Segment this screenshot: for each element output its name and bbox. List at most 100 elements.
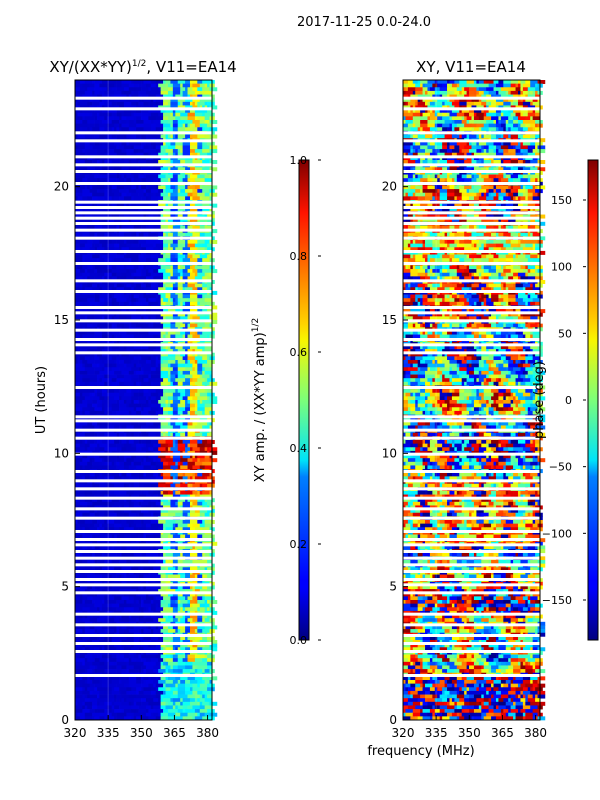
heatmap-cell: [141, 410, 149, 415]
heatmap-cell: [172, 316, 181, 321]
heatmap-cell: [143, 265, 147, 270]
heatmap-cell: [172, 287, 179, 292]
heatmap-cell: [158, 625, 164, 630]
heatmap-cell: [204, 498, 208, 503]
heatmap-cell: [77, 141, 86, 146]
heatmap-cell: [150, 218, 154, 223]
heatmap-cell: [82, 232, 88, 237]
heatmap-cell: [197, 552, 203, 557]
heatmap-cell: [207, 378, 215, 383]
heatmap-cell: [197, 443, 206, 448]
heatmap-cell: [155, 476, 164, 481]
heatmap-cell: [180, 680, 186, 684]
heatmap-cell: [185, 196, 191, 201]
heatmap-cell: [167, 218, 174, 223]
heatmap-cell: [128, 501, 132, 506]
heatmap-cell: [209, 316, 218, 321]
heatmap-cell: [204, 370, 213, 375]
heatmap-cell: [119, 127, 122, 132]
heatmap-cell: [94, 298, 100, 303]
heatmap-cell: [131, 432, 135, 437]
heatmap-cell: [143, 392, 149, 397]
heatmap-cell: [128, 334, 135, 339]
heatmap-cell: [172, 654, 179, 659]
heatmap-cell: [148, 643, 152, 648]
heatmap-cell: [182, 472, 186, 477]
heatmap-cell: [170, 454, 174, 459]
heatmap-cell: [209, 447, 218, 452]
heatmap-cell: [155, 83, 159, 88]
heatmap-cell: [192, 560, 201, 564]
heatmap-cell: [87, 334, 95, 339]
heatmap-cell: [92, 185, 100, 190]
heatmap-cell: [180, 640, 183, 644]
heatmap-cell: [123, 101, 127, 106]
heatmap-cell: [143, 687, 152, 692]
heatmap-cell: [99, 214, 108, 219]
heatmap-cell: [92, 407, 95, 412]
heatmap-cell: [101, 552, 105, 557]
heatmap-cell: [123, 698, 127, 703]
heatmap-cell: [163, 94, 171, 99]
heatmap-cell: [192, 483, 201, 488]
heatmap-cell: [185, 607, 193, 612]
heatmap-cell: [165, 127, 174, 132]
heatmap-cell: [170, 585, 179, 590]
heatmap-cell: [123, 294, 130, 299]
heatmap-cell: [84, 585, 88, 590]
heatmap-cell: [160, 330, 166, 335]
heatmap-cell: [126, 396, 132, 401]
heatmap-cell: [106, 316, 110, 321]
heatmap-cell: [197, 218, 201, 223]
heatmap-cell: [133, 272, 142, 277]
heatmap-cell: [165, 443, 169, 448]
heatmap-cell: [202, 370, 206, 375]
heatmap-cell: [126, 316, 132, 321]
heatmap-cell: [199, 683, 208, 688]
heatmap-cell: [101, 378, 110, 383]
heatmap-cell: [153, 392, 159, 397]
heatmap-cell: [126, 134, 130, 139]
heatmap-cell: [84, 705, 88, 710]
heatmap-cell: [133, 683, 142, 688]
heatmap-cell: [136, 560, 142, 564]
heatmap-cell: [155, 80, 164, 84]
heatmap-cell: [177, 683, 186, 688]
heatmap-cell: [182, 461, 188, 466]
heatmap-cell: [189, 640, 193, 644]
heatmap-cell: [204, 240, 210, 244]
heatmap-cell: [79, 225, 88, 230]
heatmap-cell: [136, 127, 144, 132]
heatmap-cell: [160, 498, 169, 503]
heatmap-cell: [155, 676, 159, 681]
heatmap-cell: [207, 447, 210, 452]
heatmap-cell: [155, 389, 164, 394]
heatmap-cell: [131, 523, 137, 528]
heatmap-cell: [119, 676, 127, 681]
heatmap-cell: [180, 101, 183, 106]
heatmap-cell: [114, 247, 120, 252]
heatmap-cell: [116, 625, 120, 630]
heatmap-cell: [180, 712, 188, 717]
heatmap-cell: [153, 600, 157, 604]
heatmap-cell: [75, 276, 78, 281]
heatmap-cell: [187, 425, 196, 430]
heatmap-cell: [82, 410, 86, 415]
heatmap-cell: [104, 90, 108, 95]
heatmap-cell: [131, 178, 135, 183]
heatmap-cell: [82, 534, 86, 539]
heatmap-cell: [175, 330, 181, 335]
heatmap-cell: [209, 203, 218, 208]
heatmap-cell: [163, 625, 169, 630]
heatmap-cell: [94, 440, 98, 444]
heatmap-cell: [111, 276, 117, 281]
heatmap-cell: [202, 123, 208, 128]
heatmap-cell: [160, 90, 169, 95]
heatmap-cell: [143, 600, 152, 604]
heatmap-cell: [170, 334, 176, 339]
heatmap-cell: [123, 240, 127, 244]
heatmap-cell: [167, 269, 174, 274]
heatmap-cell: [172, 625, 179, 630]
heatmap-cell: [155, 654, 161, 659]
heatmap-cell: [109, 174, 117, 179]
